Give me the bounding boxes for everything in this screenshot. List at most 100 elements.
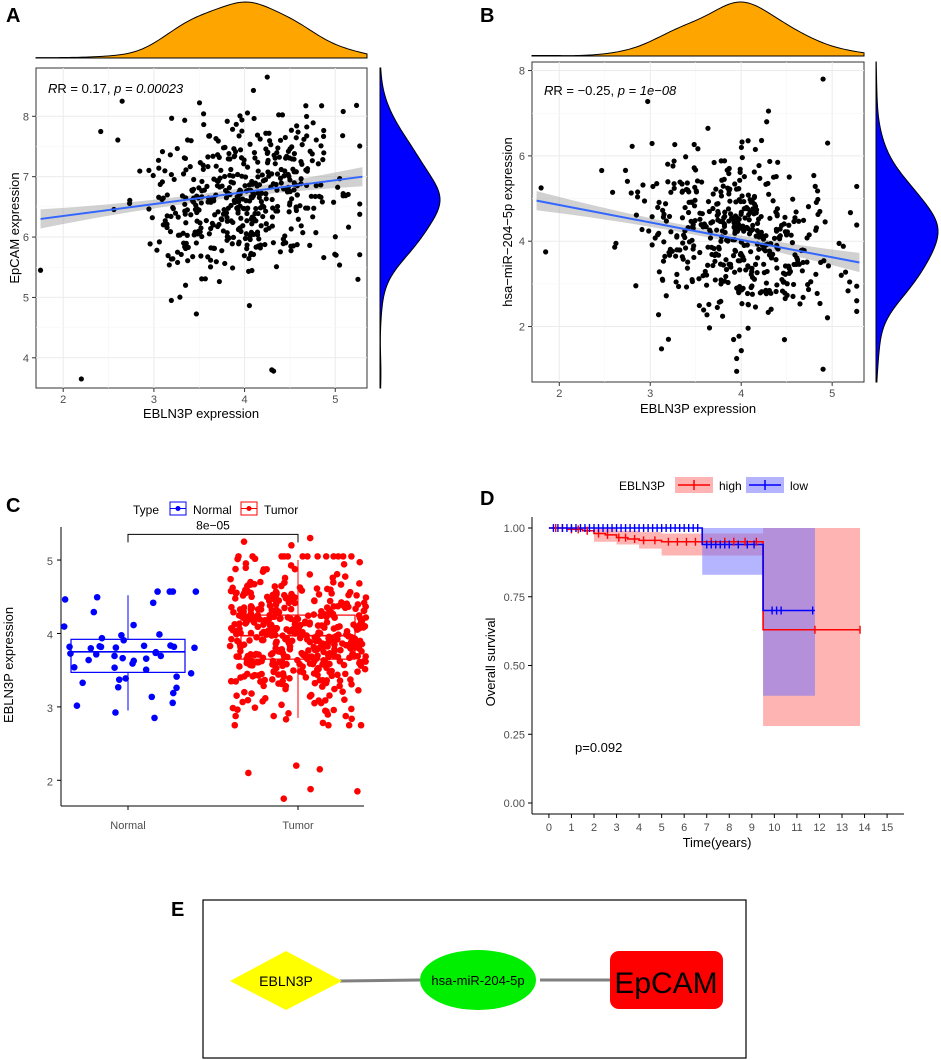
jitter-point: [130, 621, 137, 629]
jitter-point: [228, 603, 235, 611]
scatter-point: [311, 205, 317, 211]
scatter-point: [185, 258, 191, 264]
jitter-point: [229, 584, 236, 592]
boxplot-tumor: [240, 560, 356, 718]
scatter-point: [164, 213, 170, 219]
scatter-point: [704, 312, 710, 318]
scatter-point: [197, 220, 203, 226]
scatter-point: [239, 117, 245, 123]
jitter-point: [297, 621, 304, 629]
scatter-point: [854, 183, 860, 190]
svg-text:Tumor: Tumor: [264, 503, 298, 517]
scatter-point: [273, 208, 279, 214]
scatter-point: [740, 254, 746, 260]
jitter-point: [325, 633, 333, 641]
jitter-point: [115, 676, 123, 683]
jitter-point: [299, 669, 307, 676]
jitter-point: [167, 642, 174, 649]
scatter-point: [269, 223, 275, 229]
scatter-point: [723, 273, 729, 280]
jitter-point: [73, 702, 81, 709]
scatter-point: [660, 258, 667, 264]
x-ticks-b: 2 3 4 5: [556, 382, 835, 400]
scatter-point: [198, 253, 204, 259]
jitter-point: [130, 657, 138, 665]
scatter-point: [679, 188, 686, 194]
jitter-point: [336, 623, 343, 630]
scatter-point: [763, 280, 769, 286]
scatter-point: [182, 201, 188, 207]
scatter-point: [321, 150, 327, 156]
scatter-point: [276, 112, 282, 118]
scatter-point: [683, 154, 689, 160]
node-label-ebln3p: EBLN3P: [259, 973, 313, 989]
scatter-point: [313, 137, 319, 143]
jitter-point: [120, 636, 127, 644]
jitter-point: [61, 596, 69, 603]
scatter-point: [773, 226, 779, 232]
y-tick-label: 0.25: [504, 729, 525, 741]
scatter-point: [179, 193, 186, 199]
scatter-point: [182, 208, 188, 214]
scatter-point: [277, 249, 283, 255]
jitter-point: [352, 605, 359, 613]
scatter-point: [749, 291, 755, 297]
scatter-point: [253, 244, 259, 250]
scatter-point: [722, 209, 728, 215]
jitter-point: [111, 664, 118, 671]
scatter-point: [191, 232, 197, 238]
jitter-point: [244, 696, 252, 704]
scatter-point: [754, 220, 761, 227]
scatter-point: [288, 248, 294, 254]
scatter-point: [797, 301, 803, 307]
scatter-point: [788, 232, 794, 238]
scatter-point: [734, 368, 740, 374]
scatter-point: [673, 253, 679, 259]
scatter-point: [249, 221, 255, 227]
jitter-point: [112, 709, 119, 716]
scatter-point: [723, 257, 729, 263]
scatter-point: [345, 224, 352, 230]
scatter-point: [658, 346, 665, 352]
scatter-point: [732, 181, 738, 187]
scatter-point: [790, 196, 796, 202]
scatter-point: [814, 188, 821, 194]
scatter-point: [707, 235, 714, 241]
jitter-point: [307, 785, 314, 793]
top-marginal-density-a: [35, 1, 368, 59]
jitter-point: [157, 652, 165, 660]
jitter-point: [340, 561, 348, 568]
jitter-point: [192, 588, 200, 595]
jitter-point: [331, 685, 338, 693]
scatter-point: [684, 265, 691, 271]
scatter-point: [752, 304, 759, 310]
scatter-point: [260, 178, 266, 184]
jitter-point: [255, 605, 263, 613]
scatter-point: [303, 113, 310, 120]
scatter-point: [764, 119, 770, 125]
scatter-point: [685, 187, 691, 193]
jitter-point: [306, 693, 314, 700]
scatter-point: [287, 200, 293, 206]
scatter-point: [712, 258, 718, 264]
scatter-point: [321, 127, 327, 134]
scatter-point: [318, 182, 324, 188]
scatter-point: [706, 301, 712, 308]
scatter-point: [218, 167, 224, 173]
scatter-point: [738, 144, 744, 151]
scatter-point: [355, 276, 361, 282]
scatter-point: [167, 229, 174, 235]
jitter-point: [348, 705, 355, 713]
jitter-point: [258, 636, 266, 644]
scatter-point: [767, 158, 773, 165]
scatter-point: [263, 208, 269, 214]
scatter-point: [663, 293, 669, 299]
scatter-point: [800, 217, 807, 223]
jitter-point: [228, 635, 235, 643]
scatter-point: [242, 174, 249, 180]
jitter-point: [341, 670, 349, 678]
jitter-point: [268, 676, 276, 683]
jitter-point: [353, 592, 360, 599]
scatter-point: [674, 233, 680, 239]
jitter-point: [247, 578, 254, 586]
